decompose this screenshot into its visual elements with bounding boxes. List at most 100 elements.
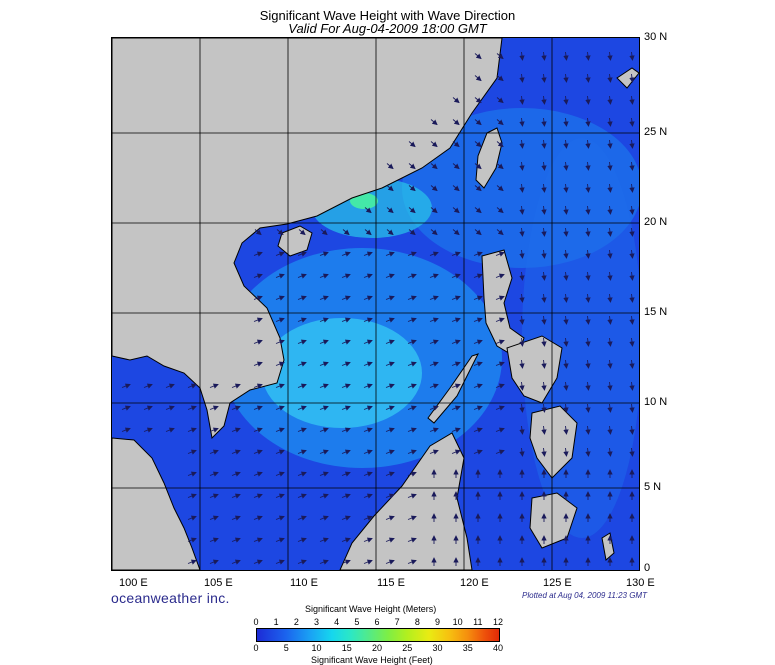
wave-direction-arrow [341,559,351,565]
lat-label-20n: 20 N [644,216,668,228]
meter-tick-label: 2 [293,617,299,627]
wave-direction-arrow [187,493,197,499]
wave-direction-arrow [364,207,372,214]
wave-direction-arrow [629,117,635,127]
wave-direction-arrow [341,405,351,411]
wave-direction-arrow [496,185,504,192]
wave-direction-arrow [495,449,505,455]
wave-direction-arrow [607,425,613,435]
wave-direction-arrow [275,515,285,521]
wave-direction-arrow [429,317,439,323]
wave-direction-arrow [629,425,635,435]
wave-direction-arrow [629,293,635,303]
wave-direction-arrow [121,405,131,411]
wave-direction-arrow [474,163,482,170]
wave-direction-arrow [607,293,613,303]
wave-direction-arrow [563,183,569,193]
wave-direction-arrow [473,361,483,367]
wave-direction-arrow [629,205,635,215]
wave-direction-arrow [563,161,569,171]
wave-direction-arrow [209,383,219,389]
wave-direction-arrow [629,95,635,105]
wave-direction-arrow [474,185,482,192]
wave-direction-arrow [629,337,635,347]
wave-direction-arrow [319,449,329,455]
lon-label-100e: 100 E [119,577,148,589]
lat-label-10n: 10 N [644,396,668,408]
lat-label-25n: 25 N [644,126,668,138]
wave-direction-arrow [474,207,482,214]
feet-tick-label: 10 [311,643,322,653]
wave-direction-arrow [385,493,395,499]
lon-label-110e: 110 E [290,577,318,589]
feet-tick-label: 0 [253,643,259,653]
wave-direction-arrow [519,249,525,259]
wave-direction-arrow [563,249,569,259]
wave-direction-arrow [541,425,547,435]
wave-direction-arrow [187,383,197,389]
color-scale-bar [256,628,500,642]
graticule [112,38,639,570]
wave-direction-arrow [231,383,241,389]
wave-direction-arrow [541,447,547,457]
wave-direction-arrow [629,227,635,237]
wave-direction-arrow [519,117,525,127]
meter-tick-label: 6 [374,617,380,627]
wave-direction-arrow [386,185,394,192]
wave-direction-arrow [452,141,460,148]
lon-label-130e: 130 E [626,577,655,589]
wave-direction-arrow [407,317,417,323]
wave-direction-arrow [585,183,591,193]
wave-direction-arrow [363,295,373,301]
wave-direction-arrow [585,337,591,347]
wave-direction-arrow [297,427,307,433]
meter-tick-label: 0 [253,617,259,627]
wave-direction-arrow [385,559,395,565]
wave-direction-arrow [209,471,219,477]
wave-direction-arrow [253,383,263,389]
wave-direction-arrow [143,405,153,411]
wave-direction-arrow [209,449,219,455]
legend-title-meters: Significant Wave Height (Meters) [305,604,437,614]
wave-direction-arrow [275,383,285,389]
wave-direction-arrow [541,403,547,413]
wave-direction-arrow [165,427,175,433]
wave-direction-arrow [363,471,373,477]
wave-direction-arrow [254,229,262,236]
wave-direction-arrow [253,251,263,257]
brand-logo-text: oceanweather inc. [111,590,230,606]
wave-direction-arrow [607,51,613,61]
wave-direction-arrow [253,493,263,499]
wave-direction-arrow [341,317,351,323]
wave-direction-arrow [541,51,547,61]
wave-direction-arrow [342,229,350,236]
wave-direction-arrow [253,361,263,367]
wave-direction-arrow [363,449,373,455]
wave-direction-arrow [473,427,483,433]
wave-direction-arrow [209,493,219,499]
wave-direction-arrow [519,271,525,281]
wave-direction-arrow [563,227,569,237]
wave-direction-arrow [473,273,483,279]
wave-direction-arrow [275,361,285,367]
wave-direction-arrow [341,295,351,301]
wave-direction-arrow [607,315,613,325]
wave-direction-arrow [363,339,373,345]
wave-direction-arrow [607,227,613,237]
wave-direction-arrow [407,515,417,521]
wave-direction-arrow [297,383,307,389]
wave-direction-arrow [495,251,505,257]
wave-direction-arrow [541,161,547,171]
wave-direction-arrow [407,449,417,455]
wave-direction-arrow [607,205,613,215]
wave-direction-arrow [495,273,505,279]
wave-direction-arrow [474,97,482,104]
wave-direction-arrow [585,227,591,237]
wave-direction-arrow [585,95,591,105]
wave-direction-arrow [607,447,613,457]
wave-direction-arrow [541,381,547,391]
wave-direction-arrow [407,471,417,477]
wave-direction-arrow [429,273,439,279]
wave-direction-arrow [607,183,613,193]
wave-direction-arrow [253,537,263,543]
